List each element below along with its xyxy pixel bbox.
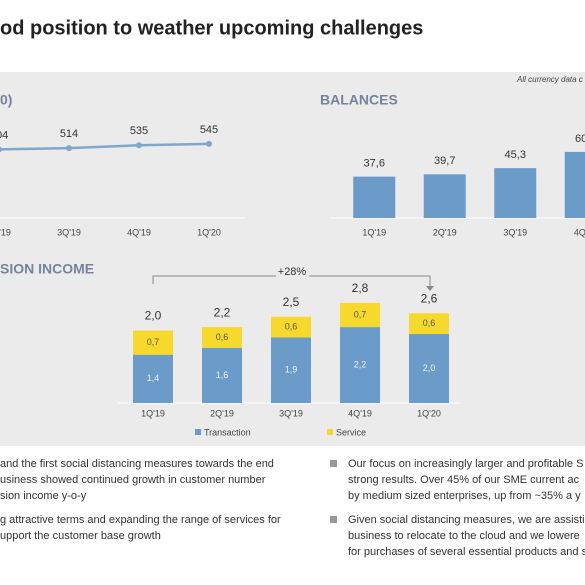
bullet-text: and the first social distancing measures… <box>0 458 274 470</box>
bar <box>353 176 396 218</box>
legend-swatch <box>195 429 201 435</box>
bar-segment <box>133 354 173 403</box>
bullet-text: by medium sized enterprises, up from ~35… <box>348 490 581 502</box>
point <box>206 140 212 147</box>
slide-title: od position to weather upcoming challeng… <box>0 17 423 39</box>
segment-label: 0,7 <box>147 337 160 347</box>
bar-segment <box>133 330 173 355</box>
x-tick-label: 3Q'19 <box>279 408 303 418</box>
value-label: 45,3 <box>505 149 526 161</box>
segment-label: 2,2 <box>354 359 367 369</box>
annotation: +28% <box>278 266 307 278</box>
bullet-marker <box>330 516 337 523</box>
bullet-text: sion income y-o-y <box>0 490 87 502</box>
bullet-text: g attractive terms and expanding the ran… <box>0 514 281 526</box>
segment-label: 0,6 <box>216 332 229 342</box>
arrow-head <box>426 286 434 291</box>
bar-segment <box>202 347 242 403</box>
legend-swatch <box>327 429 333 435</box>
value-label: 504 <box>0 129 8 141</box>
x-tick-label: 3Q'19 <box>57 227 81 237</box>
x-tick-label: 2Q'19 <box>210 408 234 418</box>
bar <box>494 168 537 218</box>
bar-segment <box>271 337 311 403</box>
bullet-text: usiness showed continued growth in custo… <box>0 474 266 486</box>
legend-label: Service <box>336 427 366 437</box>
x-tick-label: 4Q'19 <box>574 227 585 237</box>
bar-segment <box>202 327 242 348</box>
segment-label: 2,0 <box>423 363 436 373</box>
x-tick-label: 1Q'20 <box>417 408 441 418</box>
value-label: 60,1 <box>575 133 585 145</box>
note: All currency data c <box>516 75 583 84</box>
point <box>66 145 72 152</box>
x-tick-label: 1Q'19 <box>141 408 165 418</box>
bar-segment <box>340 302 380 328</box>
value-label: 514 <box>60 128 78 140</box>
bullet-text: strong results. Over 45% of our SME curr… <box>348 474 580 486</box>
chart-title: BALANCES <box>320 92 398 108</box>
bullet-text: for purchases of several essential produ… <box>348 546 585 558</box>
value-label: 545 <box>200 124 218 136</box>
value-label: 37,6 <box>364 158 385 170</box>
segment-label: 1,4 <box>147 373 160 383</box>
bullet-text: business to relocate to the cloud and we… <box>348 530 580 542</box>
bar <box>564 151 585 218</box>
total-label: 2,2 <box>214 305 231 319</box>
line <box>0 142 210 151</box>
bullet-marker <box>330 460 337 467</box>
total-label: 2,6 <box>421 291 438 305</box>
annotation-bg <box>276 265 309 279</box>
total-label: 2,5 <box>283 295 300 309</box>
total-label: 2,8 <box>352 281 369 295</box>
segment-label: 0,7 <box>354 309 367 319</box>
value-label: 39,7 <box>434 155 455 167</box>
segment-label: 1,6 <box>216 370 229 380</box>
point <box>136 142 142 149</box>
x-tick-label: 2Q'19 <box>0 227 11 237</box>
x-tick-label: 2Q'19 <box>433 227 457 237</box>
x-tick-label: 4Q'19 <box>127 227 151 237</box>
total-label: 2,0 <box>145 309 162 323</box>
bar-segment <box>409 334 449 403</box>
x-tick-label: 4Q'19 <box>348 408 372 418</box>
point <box>0 146 2 153</box>
bullet-text: Given social distancing measures, we are… <box>348 514 585 526</box>
x-tick-label: 1Q'20 <box>197 227 221 237</box>
bar-segment <box>271 316 311 338</box>
bar-segment <box>409 313 449 334</box>
segment-label: 0,6 <box>285 321 298 331</box>
segment-label: 0,6 <box>423 318 436 328</box>
x-tick-label: 3Q'19 <box>503 227 527 237</box>
bullet-text: upport the customer base growth <box>0 530 161 542</box>
bar-segment <box>340 327 380 403</box>
value-label: 535 <box>130 125 148 137</box>
chart-title: SION INCOME <box>0 261 94 277</box>
x-tick-label: 1Q'19 <box>362 227 386 237</box>
bar <box>423 174 466 218</box>
segment-label: 1,9 <box>285 365 298 375</box>
legend-label: Transaction <box>204 427 251 437</box>
chart-title: 0) <box>0 92 12 108</box>
bullet-text: Our focus on increasingly larger and pro… <box>348 458 583 470</box>
